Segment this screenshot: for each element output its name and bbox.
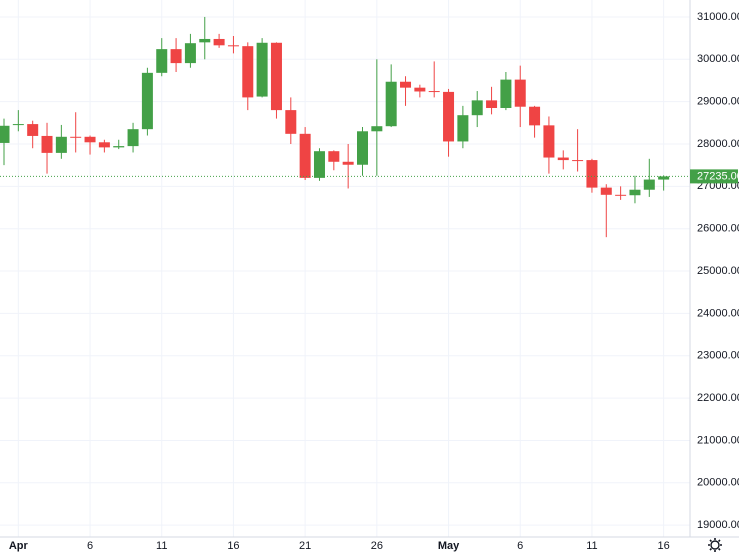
x-tick-label: 11 xyxy=(156,540,167,552)
y-tick-label: 24000.00 xyxy=(697,307,739,319)
candle-body xyxy=(313,151,325,178)
gear-teeth xyxy=(708,538,722,552)
x-tick-label: 6 xyxy=(517,540,523,552)
candle-body xyxy=(385,81,397,127)
candle-body xyxy=(127,129,139,147)
candle-body xyxy=(12,124,24,126)
candle-body xyxy=(658,176,670,180)
candle-body xyxy=(600,187,612,195)
y-tick-label: 30000.00 xyxy=(697,53,739,65)
candle-body xyxy=(270,42,282,111)
candle-body xyxy=(299,133,311,178)
y-tick-label: 29000.00 xyxy=(697,96,739,108)
candle-body xyxy=(342,161,354,165)
candle-body xyxy=(643,179,655,190)
candle-body xyxy=(371,126,383,132)
x-tick-label: Apr xyxy=(9,540,29,552)
x-tick-label: 11 xyxy=(586,540,597,552)
candle-body xyxy=(213,38,225,46)
candle-body xyxy=(70,136,82,138)
candle-body xyxy=(227,45,239,47)
settings-icon[interactable] xyxy=(708,538,722,552)
candle-body xyxy=(500,79,512,108)
gear-ring xyxy=(710,540,720,550)
x-tick-label: 21 xyxy=(299,540,311,552)
candle-body xyxy=(471,100,483,116)
y-tick-label: 21000.00 xyxy=(697,434,739,446)
candle-body xyxy=(357,131,368,165)
candle-body xyxy=(414,87,426,92)
candle-body xyxy=(400,81,412,88)
candles-layer xyxy=(0,16,690,238)
x-tick-label: 6 xyxy=(87,540,93,552)
candle-body xyxy=(156,49,168,73)
candle-body xyxy=(629,189,641,196)
y-tick-label: 25000.00 xyxy=(697,265,739,277)
candle-body xyxy=(141,72,153,130)
last-price-label: 27235.00 xyxy=(697,170,739,182)
y-tick-label: 22000.00 xyxy=(697,392,739,404)
candle-body xyxy=(0,125,10,143)
candle-body xyxy=(27,124,39,136)
y-tick-label: 31000.00 xyxy=(697,11,739,23)
last-price-box xyxy=(690,169,738,184)
grid-layer xyxy=(0,0,690,537)
x-tick-label: 26 xyxy=(371,540,383,552)
candle-body xyxy=(199,38,211,43)
candle-body xyxy=(55,136,67,153)
candle-body xyxy=(543,125,555,158)
candle-body xyxy=(557,157,569,161)
candle-body xyxy=(328,151,340,162)
y-tick-label: 23000.00 xyxy=(697,350,739,362)
x-tick-label: 16 xyxy=(658,540,670,552)
candle-body xyxy=(113,146,125,148)
candle-body xyxy=(457,115,469,142)
x-tick-label: May xyxy=(438,540,460,552)
candle-body xyxy=(256,42,268,97)
candle-body xyxy=(428,91,440,93)
y-tick-label: 26000.00 xyxy=(697,223,739,235)
axes-layer: 19000.00 20000.00 21000.00 22000.00 23000.00… xyxy=(9,11,739,552)
candle-body xyxy=(572,160,584,162)
candle-body xyxy=(170,49,182,64)
candle-body xyxy=(514,79,526,107)
candle-body xyxy=(586,160,598,188)
candle-body xyxy=(486,100,498,108)
candle-body xyxy=(443,91,455,142)
candle-body xyxy=(615,194,627,196)
candle-body xyxy=(98,142,110,148)
candle-body xyxy=(184,43,196,64)
x-tick-label: 16 xyxy=(227,540,239,552)
candle-body xyxy=(242,46,254,98)
y-tick-label: 19000.00 xyxy=(697,519,739,531)
candle-body xyxy=(285,110,297,134)
candle-body xyxy=(41,135,53,153)
y-tick-label: 28000.00 xyxy=(697,138,739,150)
candle-body xyxy=(84,136,96,143)
y-tick-label: 20000.00 xyxy=(697,477,739,489)
candle-body xyxy=(529,106,541,126)
